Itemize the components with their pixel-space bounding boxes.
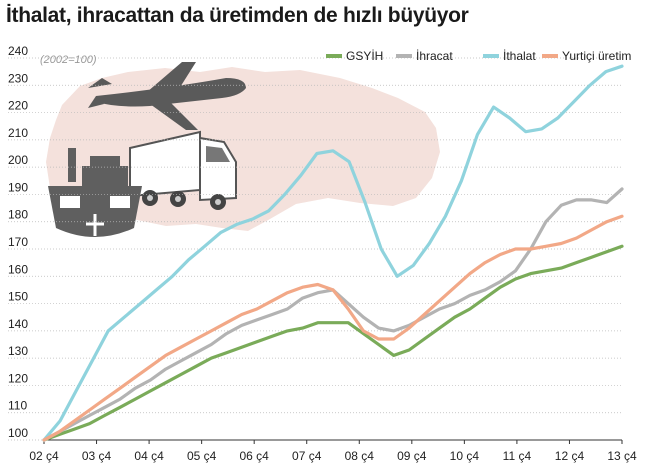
- x-tick-label: 11 ç4: [503, 449, 532, 463]
- y-tick-label: 190: [8, 180, 28, 194]
- chart-title: İthalat, ihracattan da üretimden de hızl…: [6, 4, 469, 27]
- legend: GSYİH İhracat İthalat Yurtiçi üretim: [326, 49, 631, 63]
- legend-label: İthalat: [503, 49, 536, 63]
- x-tick-label: 12 ç4: [555, 449, 585, 463]
- series-lines: [42, 64, 624, 442]
- y-tick-label: 150: [8, 290, 28, 304]
- base-year-note: (2002=100): [40, 54, 97, 66]
- y-tick-label: 240: [8, 44, 28, 58]
- x-tick-label: 02 ç4: [29, 449, 59, 463]
- x-tick-label: 09 ç4: [397, 449, 427, 463]
- y-tick-label: 100: [8, 426, 28, 440]
- legend-label: GSYİH: [346, 49, 383, 63]
- legend-label: Yurtiçi üretim: [562, 49, 631, 63]
- x-tick-label: 07 ç4: [292, 449, 322, 463]
- y-tick-label: 210: [8, 126, 28, 140]
- ship-icon: [48, 148, 142, 237]
- x-tick-label: 03 ç4: [82, 449, 112, 463]
- y-tick-label: 140: [8, 317, 28, 331]
- series-line-yurtiçi-üretim: [42, 214, 624, 442]
- truck-icon: [129, 130, 237, 210]
- y-tick-label: 220: [8, 99, 28, 113]
- x-tick-label: 06 ç4: [240, 449, 270, 463]
- y-tick-label: 200: [8, 153, 28, 167]
- x-axis: 02 ç4 03 ç4 04 ç4 05 ç4 06 ç4 07 ç4 08 ç4 09 ç4…: [29, 439, 637, 463]
- y-tick-label: 130: [8, 344, 28, 358]
- legend-label: İhracat: [416, 49, 453, 63]
- y-tick-label: 120: [8, 371, 28, 385]
- x-tick-label: 05 ç4: [187, 449, 217, 463]
- y-tick-label: 110: [8, 399, 27, 413]
- x-tick-label: 08 ç4: [345, 449, 375, 463]
- y-tick-label: 180: [8, 208, 28, 222]
- y-tick-label: 230: [8, 71, 28, 85]
- x-tick-label: 04 ç4: [134, 449, 164, 463]
- x-tick-label: 13 ç4: [607, 449, 637, 463]
- series-line-gsyi-h: [42, 244, 624, 442]
- series-line-i-thalat: [42, 64, 624, 442]
- x-tick-label: 10 ç4: [450, 449, 480, 463]
- y-tick-label: 170: [8, 235, 28, 249]
- airplane-icon: [88, 62, 246, 130]
- y-tick-label: 160: [8, 262, 28, 276]
- y-axis: 100 110 120 130 140 150 160 170 180 190 200 210 220 2…: [8, 44, 28, 440]
